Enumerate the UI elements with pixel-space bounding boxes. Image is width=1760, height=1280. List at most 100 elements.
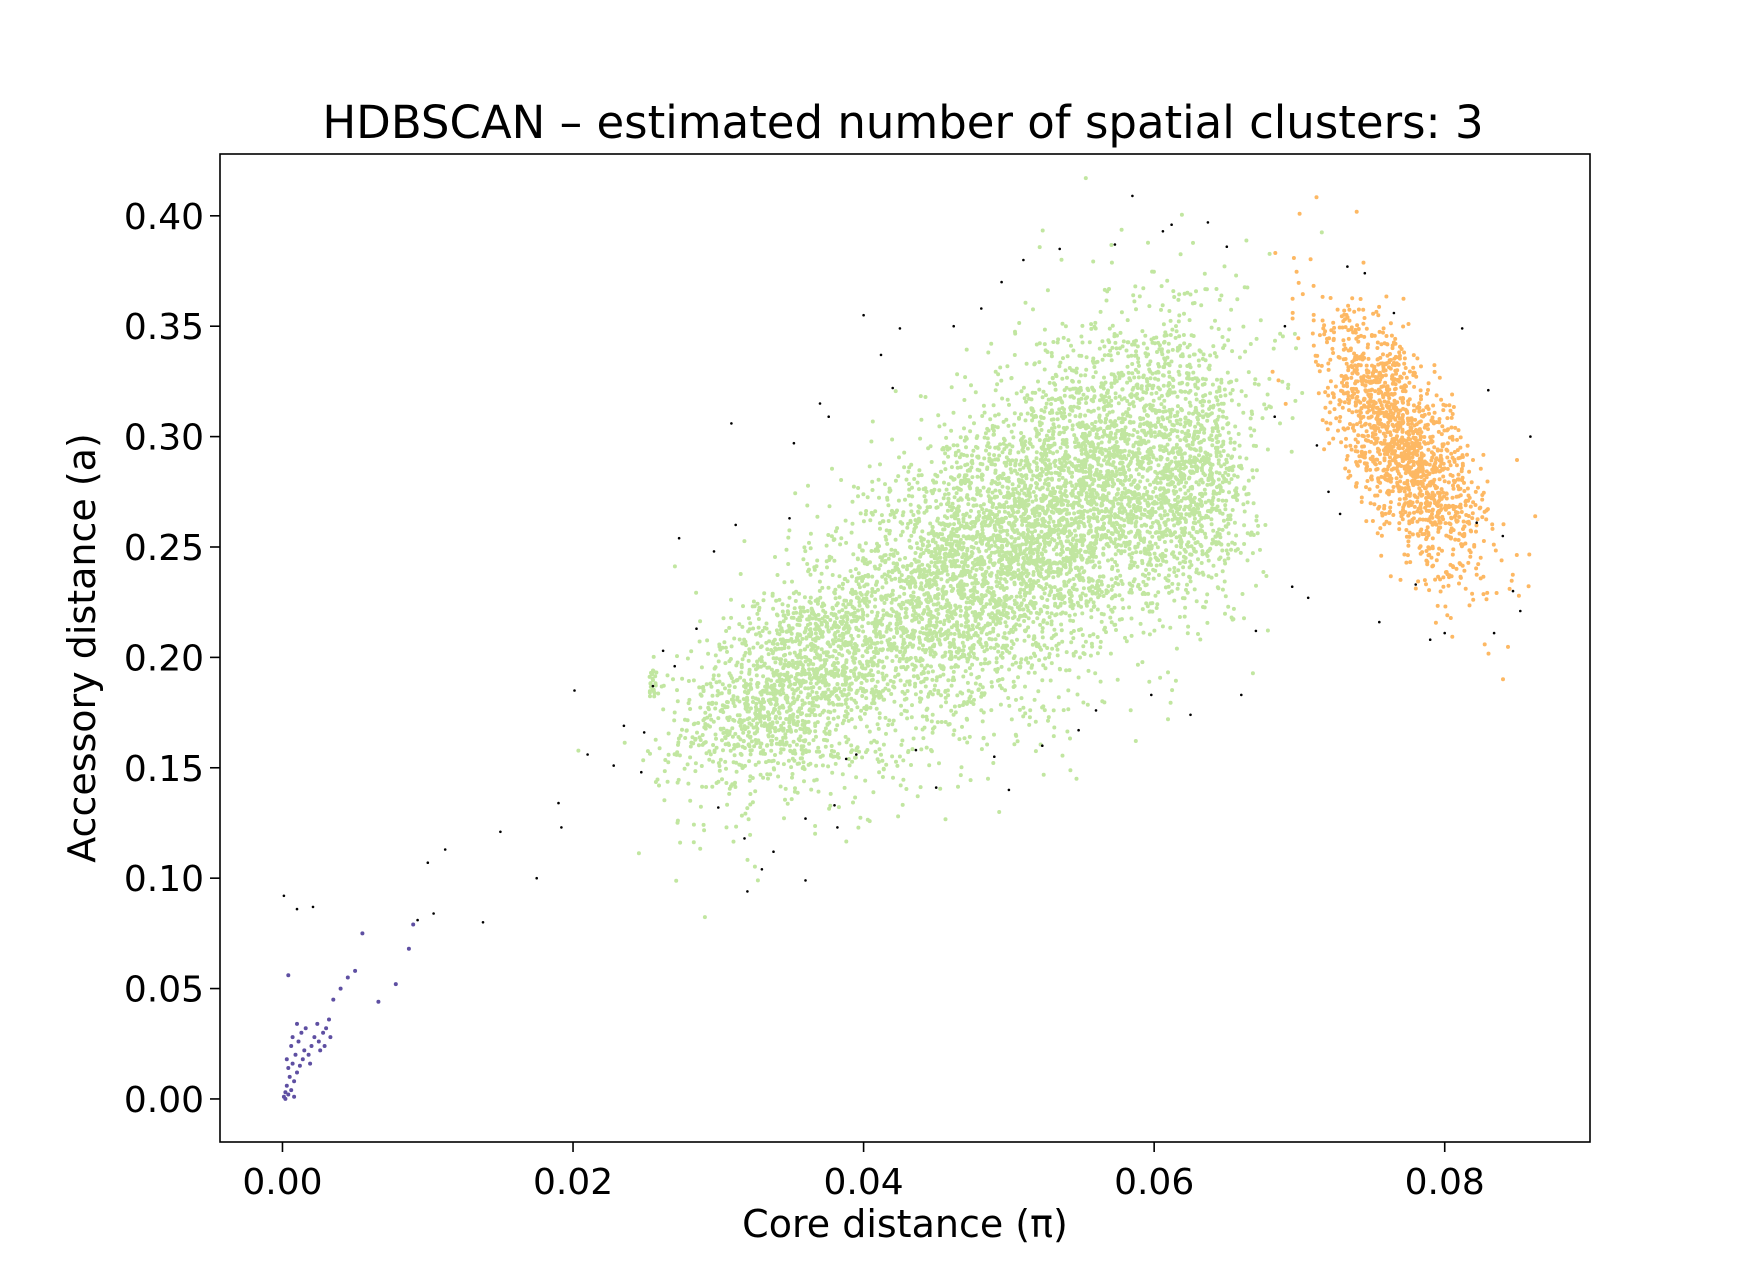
data-point [802,609,807,614]
data-point [857,545,862,549]
data-point [998,683,1002,688]
data-point [781,619,786,624]
data-point [791,664,796,669]
data-point [916,510,921,515]
data-point [886,556,891,561]
data-point [776,761,780,766]
data-point [1109,596,1114,601]
data-point [740,624,745,629]
data-point [750,800,755,805]
data-point [957,737,962,742]
data-point [1193,392,1198,397]
data-point [953,664,957,669]
data-point [716,659,721,664]
data-point [918,640,922,645]
data-point [850,645,855,650]
data-point [996,372,1001,377]
data-point [761,705,766,710]
data-point [757,708,762,713]
data-point [716,716,721,721]
data-point [863,541,868,546]
data-point [804,720,808,725]
data-point [1006,423,1011,428]
data-point [823,696,828,701]
data-point [861,629,866,634]
data-point [1003,598,1008,603]
data-point [767,630,772,635]
data-point [1022,591,1027,596]
data-point [1041,704,1046,709]
data-point [720,777,724,782]
data-point [1319,230,1324,235]
data-point [1058,410,1063,415]
data-point [1069,516,1074,521]
data-point [810,696,815,701]
data-point [1022,597,1026,602]
data-point [811,662,816,667]
data-point [1028,554,1033,559]
data-point [759,689,764,694]
data-point [1137,294,1142,299]
data-point [859,665,864,670]
data-point [1016,675,1020,680]
data-point [818,657,823,662]
data-point [1054,495,1059,500]
data-point [754,632,758,637]
data-point [721,726,726,731]
data-point [1264,406,1269,411]
data-point [778,661,783,666]
data-point [893,674,898,679]
data-point [910,703,914,708]
data-point [1022,619,1027,623]
data-point [692,721,697,726]
data-point [801,605,806,610]
data-point [968,654,973,659]
data-point [730,726,735,731]
data-point [903,606,908,611]
points-layer [281,176,1538,1101]
data-point [717,642,722,647]
data-point [928,531,933,536]
data-point [761,674,766,679]
data-point [677,753,682,758]
data-point [860,548,865,553]
data-point [969,544,974,549]
data-point [775,672,780,677]
data-point [851,552,856,557]
data-point [927,763,932,768]
data-point [636,851,641,856]
data-point [661,707,666,712]
data-point [774,736,779,741]
data-point [822,673,827,678]
data-point [943,451,948,456]
data-point [872,690,877,695]
data-point [952,623,956,628]
data-point [959,584,964,589]
data-point [1054,552,1059,557]
data-point [918,554,923,559]
data-point [970,453,974,458]
data-point [966,479,971,484]
data-point [1049,661,1054,666]
data-point [1018,594,1023,599]
data-point [691,822,696,827]
data-point [740,744,745,749]
data-point [880,758,885,763]
data-point [1127,552,1132,557]
data-point [981,534,986,539]
data-point [887,574,892,579]
data-point [843,576,848,581]
data-point [990,611,995,616]
data-point [806,662,811,667]
data-point [1010,444,1015,449]
data-point [1030,530,1035,535]
data-point [641,758,646,763]
data-point [734,678,739,683]
data-point [860,607,865,612]
data-point [978,661,983,666]
data-point [758,645,763,650]
data-point [898,650,902,654]
data-point [1157,618,1162,623]
data-point [840,608,845,613]
data-point [1085,509,1090,514]
